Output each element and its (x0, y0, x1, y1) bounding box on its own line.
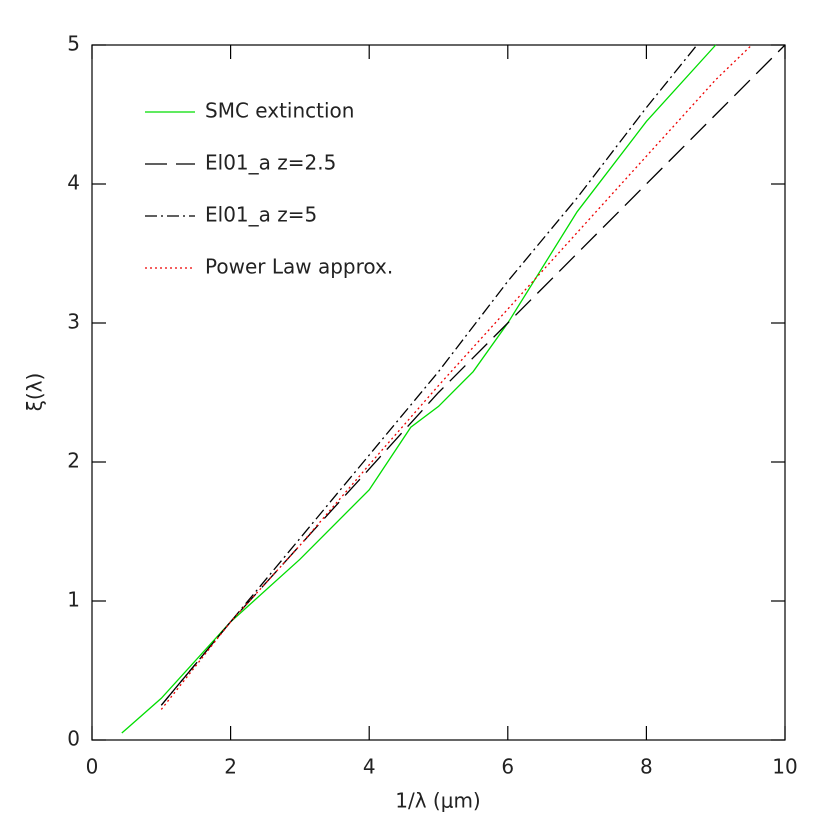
legend-label: Power Law approx. (205, 255, 393, 279)
x-tick-label: 4 (363, 755, 376, 779)
y-tick-label: 1 (67, 588, 80, 612)
y-tick-label: 0 (67, 727, 80, 751)
y-tick-label: 3 (67, 310, 80, 334)
legend-label: SMC extinction (205, 99, 354, 123)
x-tick-label: 6 (501, 755, 514, 779)
y-tick-label: 5 (67, 32, 80, 56)
x-tick-label: 0 (86, 755, 99, 779)
plot-frame (91, 44, 786, 741)
series-line (160, 44, 786, 706)
y-axis-label: ξ(λ) (23, 373, 47, 412)
x-tick-label: 2 (224, 755, 237, 779)
legend-label: El01_a z=5 (205, 203, 317, 227)
x-axis-label: 1/λ (μm) (395, 789, 480, 813)
x-tick-label: 8 (640, 755, 653, 779)
series-line (160, 44, 698, 706)
x-tick-label: 10 (772, 755, 797, 779)
y-tick-label: 4 (67, 171, 80, 195)
series-line (160, 44, 753, 710)
series-line (121, 44, 717, 734)
y-tick-label: 2 (67, 449, 80, 473)
legend-label: El01_a z=2.5 (205, 151, 336, 175)
